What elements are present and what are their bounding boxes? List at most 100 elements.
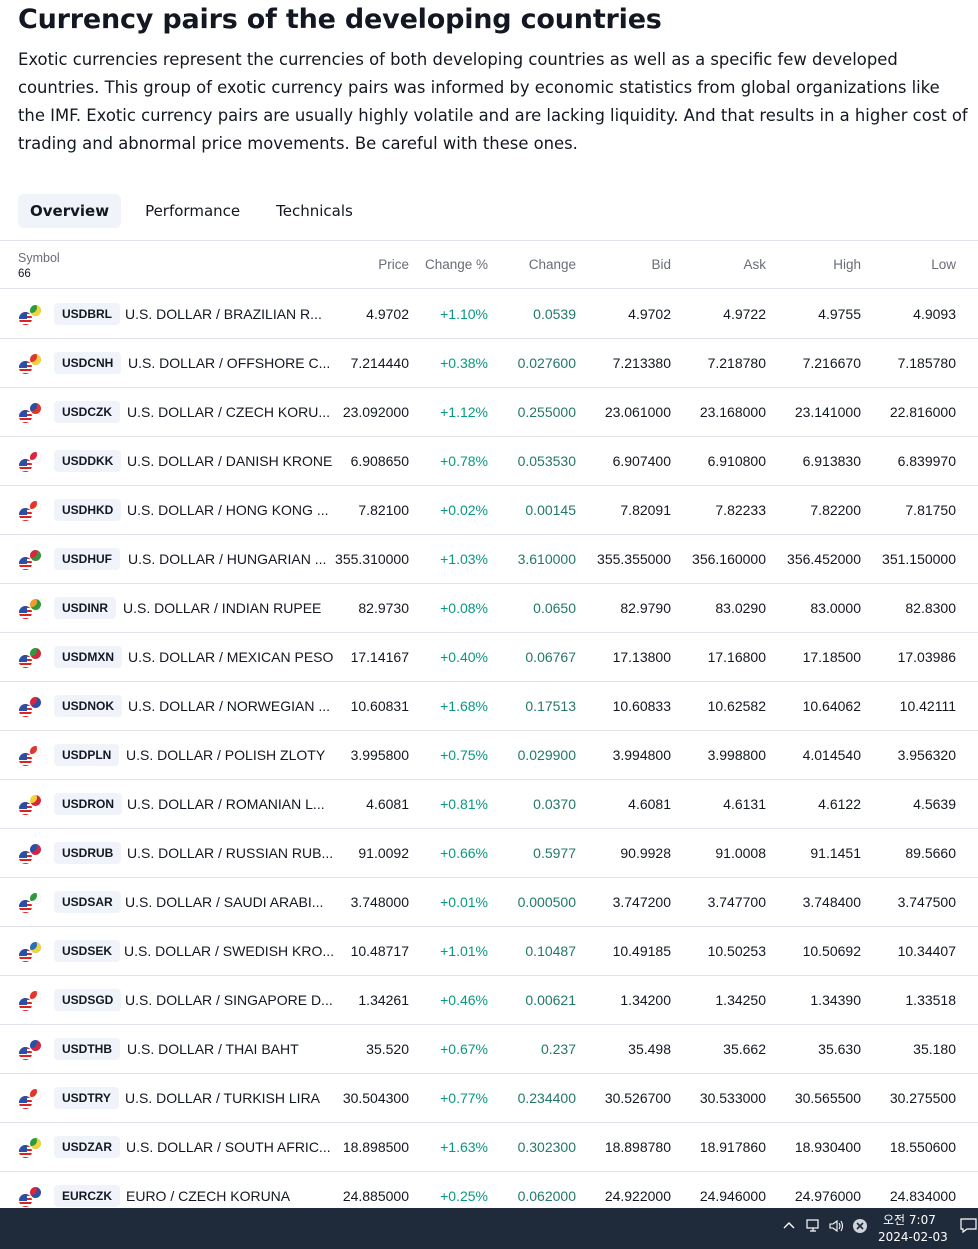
symbol-badge[interactable]: USDTRY: [54, 1087, 119, 1109]
change-pct-cell: +1.10%: [440, 306, 488, 322]
symbol-description[interactable]: U.S. DOLLAR / HUNGARIAN ...: [128, 551, 327, 567]
symbol-description[interactable]: U.S. DOLLAR / SWEDISH KRO...: [124, 943, 335, 959]
high-cell: 356.452000: [787, 551, 861, 567]
symbol-description[interactable]: U.S. DOLLAR / ROMANIAN L...: [127, 796, 325, 812]
table-row[interactable]: USDTRY U.S. DOLLAR / TURKISH LIRA 30.50430…: [0, 1074, 978, 1123]
symbol-badge[interactable]: USDSGD: [54, 989, 122, 1011]
notification-icon[interactable]: [960, 1218, 978, 1239]
table-row[interactable]: USDSAR U.S. DOLLAR / SAUDI ARABI... 3.7480…: [0, 878, 978, 927]
symbol-badge[interactable]: USDMXN: [54, 646, 123, 668]
low-cell: 3.747500: [897, 894, 956, 910]
table-row[interactable]: USDNOK U.S. DOLLAR / NORWEGIAN ... 10.6083…: [0, 682, 978, 731]
symbol-badge[interactable]: USDSEK: [54, 940, 121, 962]
network-icon[interactable]: [806, 1218, 822, 1238]
symbol-description[interactable]: U.S. DOLLAR / HONG KONG ...: [127, 502, 329, 518]
low-cell: 7.81750: [905, 502, 956, 518]
ask-cell: 7.218780: [707, 355, 766, 371]
table-row[interactable]: USDTHB U.S. DOLLAR / THAI BAHT 35.520 +0.67…: [0, 1025, 978, 1074]
symbol-description[interactable]: U.S. DOLLAR / SAUDI ARABI...: [125, 894, 324, 910]
table-row[interactable]: USDZAR U.S. DOLLAR / SOUTH AFRIC... 18.898…: [0, 1123, 978, 1172]
clock-date[interactable]: 2024-02-03: [878, 1230, 948, 1244]
table-row[interactable]: USDCNH U.S. DOLLAR / OFFSHORE C... 7.21444…: [0, 339, 978, 388]
bid-cell: 7.82091: [620, 502, 671, 518]
flag-icon: [18, 794, 42, 816]
table-row[interactable]: USDRON U.S. DOLLAR / ROMANIAN L... 4.6081 +…: [0, 780, 978, 829]
symbol-description[interactable]: U.S. DOLLAR / SOUTH AFRIC...: [126, 1139, 331, 1155]
symbol-badge[interactable]: USDPLN: [54, 744, 120, 766]
symbol-header[interactable]: Symbol: [18, 251, 60, 265]
symbol-description[interactable]: U.S. DOLLAR / NORWEGIAN ...: [128, 698, 331, 714]
table-row[interactable]: USDRUB U.S. DOLLAR / RUSSIAN RUB... 91.009…: [0, 829, 978, 878]
symbol-description[interactable]: U.S. DOLLAR / THAI BAHT: [127, 1041, 299, 1057]
ask-cell: 3.998800: [707, 747, 766, 763]
table-row[interactable]: USDDKK U.S. DOLLAR / DANISH KRONE 6.908650…: [0, 437, 978, 486]
symbol-description[interactable]: U.S. DOLLAR / SINGAPORE D...: [125, 992, 333, 1008]
symbol-badge[interactable]: USDCZK: [54, 401, 120, 423]
symbol-description[interactable]: U.S. DOLLAR / INDIAN RUPEE: [123, 600, 322, 616]
symbol-badge[interactable]: USDBRL: [54, 303, 120, 325]
table-row[interactable]: USDCZK U.S. DOLLAR / CZECH KORU... 23.0920…: [0, 388, 978, 437]
symbol-badge[interactable]: USDNOK: [54, 695, 123, 717]
table-row[interactable]: USDMXN U.S. DOLLAR / MEXICAN PESO 17.14167…: [0, 633, 978, 682]
bid-cell: 4.9702: [628, 306, 671, 322]
symbol-description[interactable]: U.S. DOLLAR / DANISH KRONE: [127, 453, 333, 469]
symbol-description[interactable]: U.S. DOLLAR / MEXICAN PESO: [128, 649, 334, 665]
change-pct-cell: +0.01%: [440, 894, 488, 910]
close-circle-icon[interactable]: [852, 1218, 868, 1239]
clock-time[interactable]: 오전 7:07: [883, 1213, 936, 1227]
high-header[interactable]: High: [833, 257, 861, 272]
divider: [0, 240, 978, 241]
flag-icon: [18, 647, 42, 669]
symbol-badge[interactable]: USDRON: [54, 793, 123, 815]
table-row[interactable]: USDHUF U.S. DOLLAR / HUNGARIAN ... 355.310…: [0, 535, 978, 584]
bid-header[interactable]: Bid: [651, 257, 671, 272]
bid-cell: 10.49185: [612, 943, 671, 959]
chevron-up-icon[interactable]: [782, 1218, 796, 1238]
price-header[interactable]: Price: [378, 257, 409, 272]
symbol-description[interactable]: U.S. DOLLAR / BRAZILIAN R...: [125, 306, 322, 322]
symbol-badge[interactable]: USDTHB: [54, 1038, 120, 1060]
volume-icon[interactable]: [829, 1218, 845, 1238]
flag-icon: [18, 598, 42, 620]
tab-technicals[interactable]: Technicals: [276, 202, 353, 220]
bid-cell: 4.6081: [628, 796, 671, 812]
symbol-description[interactable]: U.S. DOLLAR / RUSSIAN RUB...: [127, 845, 334, 861]
symbol-description[interactable]: EURO / CZECH KORUNA: [126, 1188, 291, 1204]
table-row[interactable]: USDPLN U.S. DOLLAR / POLISH ZLOTY 3.995800…: [0, 731, 978, 780]
symbol-description[interactable]: U.S. DOLLAR / POLISH ZLOTY: [126, 747, 326, 763]
change-cell: 0.00145: [525, 502, 576, 518]
symbol-badge[interactable]: USDSAR: [54, 891, 121, 913]
table-row[interactable]: USDSGD U.S. DOLLAR / SINGAPORE D... 1.3426…: [0, 976, 978, 1025]
flag-icon: [18, 1039, 42, 1061]
bid-cell: 24.922000: [604, 1188, 671, 1204]
flag-icon: [18, 696, 42, 718]
symbol-description[interactable]: U.S. DOLLAR / OFFSHORE C...: [128, 355, 331, 371]
change-pct-cell: +0.02%: [440, 502, 488, 518]
symbol-badge[interactable]: USDHKD: [54, 499, 122, 521]
table-row[interactable]: USDBRL U.S. DOLLAR / BRAZILIAN R... 4.9702…: [0, 290, 978, 339]
tab-performance[interactable]: Performance: [145, 202, 241, 220]
table-row[interactable]: USDHKD U.S. DOLLAR / HONG KONG ... 7.82100…: [0, 486, 978, 535]
symbol-badge[interactable]: EURCZK: [54, 1185, 120, 1207]
low-cell: 6.839970: [897, 453, 956, 469]
table-row[interactable]: EURCZK EURO / CZECH KORUNA 24.885000 +0.25%…: [0, 1172, 978, 1221]
symbol-badge[interactable]: USDDKK: [54, 450, 122, 472]
high-cell: 4.014540: [802, 747, 861, 763]
low-header[interactable]: Low: [931, 257, 956, 272]
tab-overview[interactable]: Overview: [18, 194, 122, 228]
table-row[interactable]: USDINR U.S. DOLLAR / INDIAN RUPEE 82.9730 +…: [0, 584, 978, 633]
price-cell: 3.748000: [350, 894, 409, 910]
change-pct-header[interactable]: Change %: [424, 257, 488, 272]
change-header[interactable]: Change: [528, 257, 576, 272]
table-row[interactable]: USDSEK U.S. DOLLAR / SWEDISH KRO... 10.487…: [0, 927, 978, 976]
symbol-description[interactable]: U.S. DOLLAR / TURKISH LIRA: [125, 1090, 321, 1106]
symbol-badge[interactable]: USDHUF: [54, 548, 120, 570]
symbol-badge[interactable]: USDZAR: [54, 1136, 120, 1158]
bid-cell: 18.898780: [604, 1139, 671, 1155]
symbol-badge[interactable]: USDCNH: [54, 352, 122, 374]
ask-header[interactable]: Ask: [743, 257, 766, 272]
symbol-badge[interactable]: USDINR: [54, 597, 117, 619]
symbol-description[interactable]: U.S. DOLLAR / CZECH KORU...: [127, 404, 331, 420]
price-cell: 4.9702: [366, 306, 409, 322]
symbol-badge[interactable]: USDRUB: [54, 842, 122, 864]
